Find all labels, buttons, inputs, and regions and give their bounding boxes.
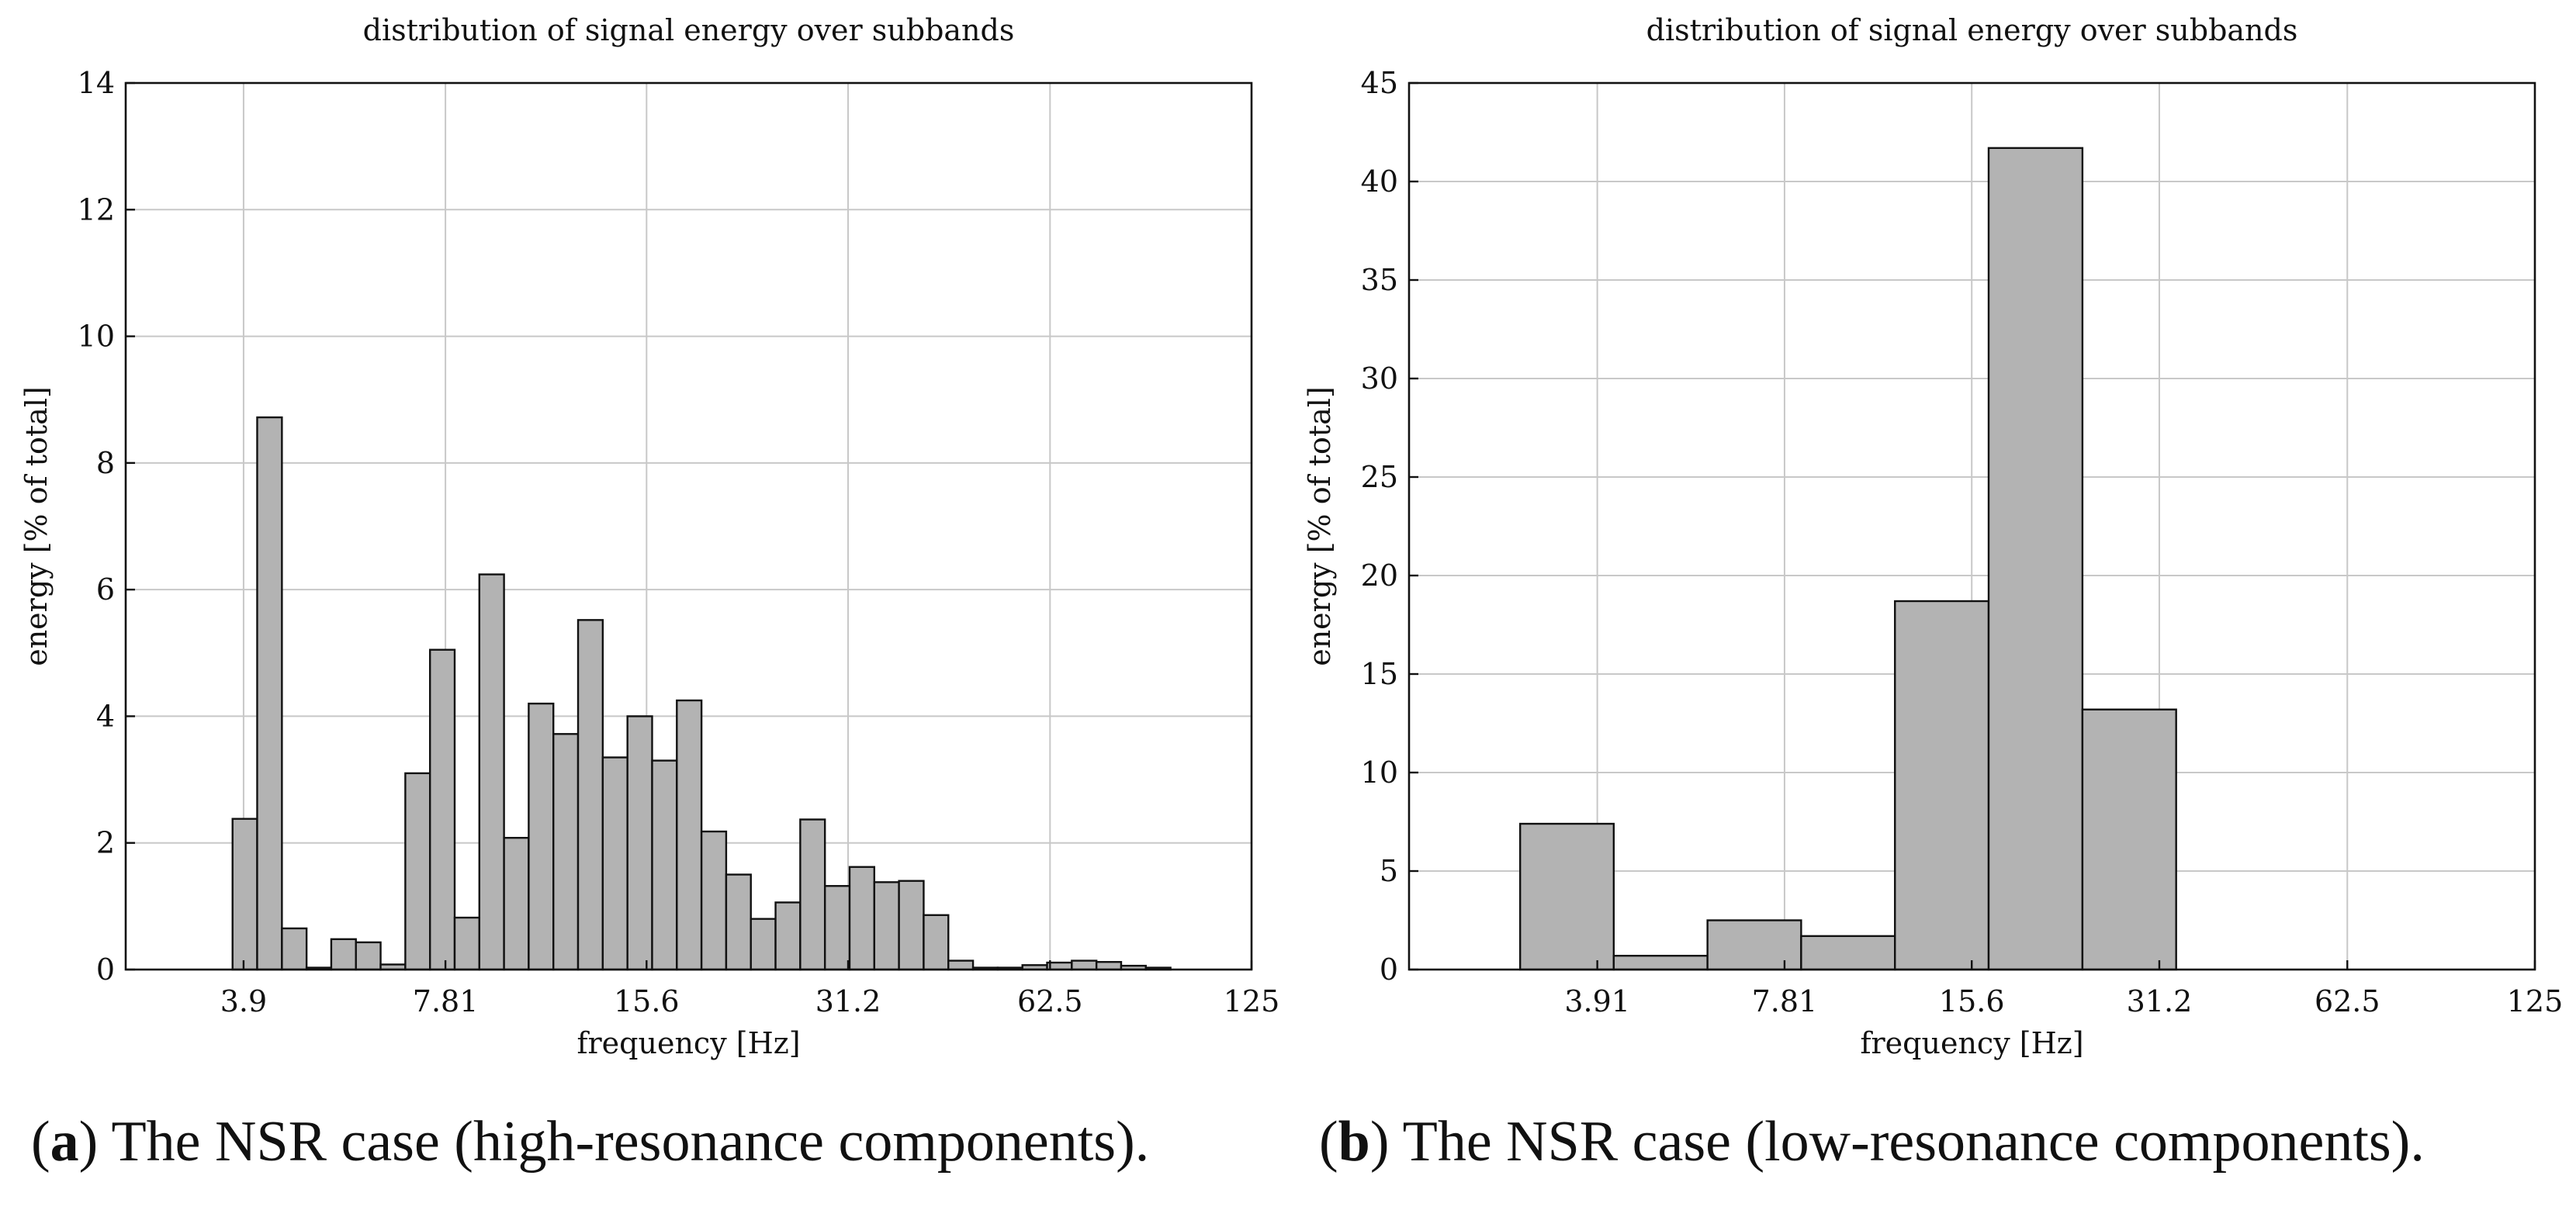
b-xtick-label: 62.5: [2315, 984, 2380, 1018]
a-bar: [651, 759, 678, 971]
figure: 0 2 4 6 8 10 12 14 3.9 7.81 15.6 31.2 62.5 125 distrib…: [19, 13, 2563, 1060]
a-xtick-label: 62.5: [1017, 984, 1083, 1018]
a-bar: [453, 916, 480, 971]
a-xtick-label: 3.9: [220, 984, 267, 1018]
a-bar: [947, 959, 975, 971]
b-bar: [1518, 822, 1615, 971]
b-chart-title: distribution of signal energy over subba…: [1646, 13, 2298, 47]
caption-b-label: b: [1338, 1110, 1370, 1174]
chart-b-low-resonance: 0 5 10 15 20 25 30 35 40 45 3.91 7.81 15.6 31.2 62.5 12…: [1303, 13, 2563, 1060]
a-xtick-label: 15.6: [614, 984, 680, 1018]
a-ytick-label: 10: [78, 320, 115, 354]
b-ytick-label: 15: [1361, 657, 1398, 691]
a-bar: [576, 619, 604, 971]
b-bar: [1612, 955, 1709, 971]
a-y-axis-label: energy [% of total]: [19, 386, 54, 666]
a-bar: [428, 648, 456, 971]
b-x-axis-label: frequency [Hz]: [1860, 1026, 2083, 1060]
a-bar: [231, 818, 258, 971]
a-xtick-label: 125: [1224, 984, 1280, 1018]
a-ytick-label: 4: [96, 699, 115, 733]
b-ytick-label: 20: [1361, 558, 1398, 593]
b-bar: [1987, 147, 2084, 971]
a-bar: [478, 573, 505, 971]
a-bar: [552, 733, 580, 971]
a-bar: [355, 941, 382, 971]
a-bar: [503, 836, 530, 971]
a-ytick-label: 2: [96, 826, 115, 860]
a-bar: [923, 914, 950, 971]
a-bar: [330, 938, 357, 971]
a-chart-title: distribution of signal energy over subba…: [363, 13, 1015, 47]
chart-a-high-resonance: 0 2 4 6 8 10 12 14 3.9 7.81 15.6 31.2 62.5 125 distrib…: [19, 13, 1279, 1060]
caption-a: (a) The NSR case (high-resonance compone…: [31, 1110, 1150, 1174]
b-xtick-label: 3.91: [1564, 984, 1630, 1018]
a-ytick-label: 0: [96, 952, 115, 987]
a-bar: [823, 885, 851, 971]
caption-a-text: The NSR case (high-resonance components)…: [98, 1110, 1150, 1174]
b-ytick-label: 0: [1380, 952, 1398, 987]
b-bar: [2081, 708, 2177, 971]
a-bar: [848, 866, 876, 971]
a-bar: [281, 927, 308, 971]
caption-a-label: a: [50, 1110, 79, 1174]
b-y-axis-label: energy [% of total]: [1303, 386, 1337, 666]
b-ytick-label: 25: [1361, 460, 1398, 494]
a-bar: [774, 901, 802, 971]
a-bar: [404, 772, 431, 971]
a-ytick-label: 6: [96, 572, 115, 607]
b-xtick-label: 7.81: [1752, 984, 1818, 1018]
b-ytick-label: 45: [1361, 66, 1398, 100]
a-ytick-label: 14: [78, 66, 115, 100]
a-bar: [1071, 959, 1098, 971]
caption-b-text: The NSR case (low-resonance components).: [1389, 1110, 2425, 1174]
a-axes-frame: [124, 81, 1253, 971]
a-bar: [626, 715, 653, 971]
a-x-axis-label: frequency [Hz]: [576, 1026, 800, 1060]
b-bar: [1894, 600, 1990, 971]
a-bar: [700, 830, 728, 971]
a-xtick-label: 7.81: [413, 984, 479, 1018]
a-bar: [601, 756, 628, 971]
a-bar: [528, 702, 555, 971]
b-bar: [1800, 935, 1896, 971]
a-bar: [256, 416, 283, 971]
a-ytick-label: 8: [96, 446, 115, 480]
b-xtick-label: 15.6: [1939, 984, 2005, 1018]
b-xtick-label: 125: [2507, 984, 2564, 1018]
b-bar: [1706, 919, 1802, 971]
a-bar: [676, 699, 703, 971]
a-xtick-label: 31.2: [815, 984, 881, 1018]
a-ytick-label: 12: [78, 192, 115, 226]
a-bar: [1095, 961, 1123, 971]
b-ytick-label: 35: [1361, 263, 1398, 297]
a-bar: [799, 818, 826, 971]
b-ytick-label: 30: [1361, 361, 1398, 396]
b-ytick-label: 10: [1361, 755, 1398, 790]
a-bar: [725, 873, 752, 971]
b-ytick-label: 40: [1361, 164, 1398, 199]
b-xtick-label: 31.2: [2127, 984, 2193, 1018]
b-ytick-label: 5: [1380, 854, 1398, 888]
a-bar: [898, 880, 925, 971]
a-bar: [750, 918, 777, 971]
caption-b: (b) The NSR case (low-resonance componen…: [1319, 1110, 2425, 1174]
a-bar: [873, 881, 900, 971]
